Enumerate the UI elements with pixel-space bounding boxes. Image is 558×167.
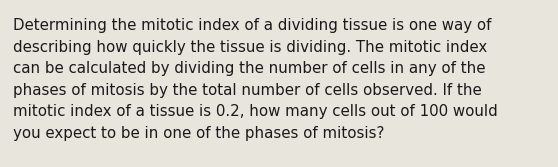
Text: Determining the mitotic index of a dividing tissue is one way of
describing how : Determining the mitotic index of a divid… bbox=[13, 18, 498, 141]
